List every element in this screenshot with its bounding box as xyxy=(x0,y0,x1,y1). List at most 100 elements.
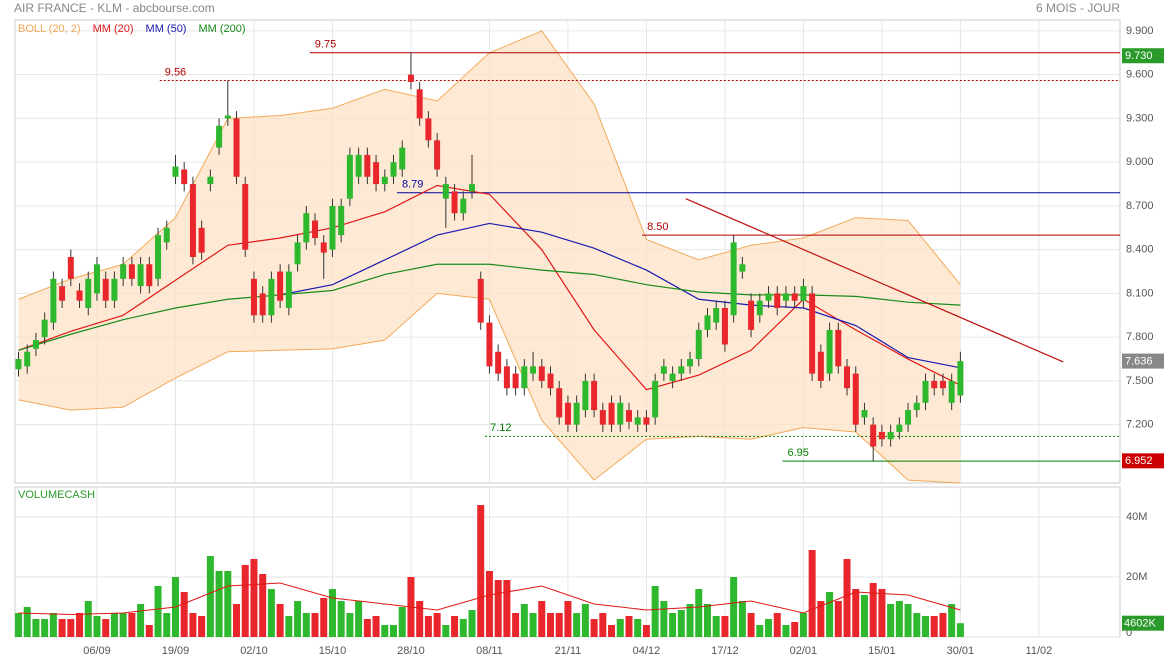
volume-bar xyxy=(442,625,450,637)
candle-body xyxy=(556,388,563,418)
candle-body xyxy=(617,402,624,425)
x-tick-label: 02/01 xyxy=(790,645,818,657)
volume-bar xyxy=(747,613,755,637)
volume-bar xyxy=(424,616,432,637)
volume-bar xyxy=(546,613,554,637)
volume-title: VOLUMECASH xyxy=(18,489,95,501)
candle-body xyxy=(870,424,877,447)
volume-bar xyxy=(433,613,441,637)
candle-body xyxy=(338,205,345,236)
candle-body xyxy=(826,329,833,374)
candle-body xyxy=(416,89,423,119)
x-tick-label: 28/10 xyxy=(397,645,425,657)
volume-bar xyxy=(485,571,493,637)
candle-body xyxy=(599,410,606,425)
x-tick-label: 11/02 xyxy=(1026,645,1053,657)
volume-bar xyxy=(32,619,40,637)
volume-bar xyxy=(23,607,31,637)
volume-bar xyxy=(154,586,162,637)
volume-bar xyxy=(311,613,319,637)
candle-body xyxy=(120,264,127,279)
x-tick-label: 15/01 xyxy=(868,645,896,657)
candle-body xyxy=(765,293,772,301)
volume-bar xyxy=(956,623,964,637)
volume-bar xyxy=(512,613,520,637)
x-tick-label: 17/12 xyxy=(711,645,739,657)
x-tick-label: 04/12 xyxy=(633,645,661,657)
candle-body xyxy=(93,264,100,294)
volume-bar xyxy=(328,589,336,637)
candle-body xyxy=(59,286,66,301)
volume-bar xyxy=(294,601,302,637)
volume-bar xyxy=(703,604,711,637)
candle-body xyxy=(878,431,885,440)
volume-bar xyxy=(259,574,267,637)
legend-entry: MM (50) xyxy=(146,23,187,35)
candle-body xyxy=(469,184,476,192)
volume-bar xyxy=(904,604,912,637)
volume-badge xyxy=(1122,615,1164,631)
candle-body xyxy=(625,410,632,422)
candle-body xyxy=(547,373,554,389)
candle-body xyxy=(774,293,781,309)
volume-bar xyxy=(730,577,738,637)
candle-body xyxy=(678,366,685,374)
volume-bar xyxy=(538,601,546,637)
volume-bar xyxy=(782,625,790,637)
y-tick-label: 8.100 xyxy=(1126,287,1154,299)
candle-body xyxy=(24,351,31,367)
volume-bar xyxy=(616,619,624,637)
volume-bar xyxy=(669,613,677,637)
candle-body xyxy=(948,380,955,403)
candle-body xyxy=(512,373,519,389)
volume-bar xyxy=(843,559,851,637)
candle-body xyxy=(381,176,388,185)
volume-bar xyxy=(119,613,127,637)
bollinger-fill xyxy=(18,30,961,483)
x-tick-label: 19/09 xyxy=(162,645,190,657)
legend-entry: BOLL (20, 2) xyxy=(18,23,81,35)
volume-bar xyxy=(756,625,764,637)
candle-body xyxy=(242,184,249,250)
level-label: 6.95 xyxy=(787,447,808,459)
candle-body xyxy=(852,373,859,425)
candle-body xyxy=(660,366,667,374)
candle-body xyxy=(32,340,39,349)
volume-bar xyxy=(590,619,598,637)
candle-body xyxy=(913,402,920,411)
candle-body xyxy=(739,264,746,272)
x-tick-label: 06/09 xyxy=(83,645,111,657)
candle-body xyxy=(939,380,946,389)
volume-bar xyxy=(189,613,197,637)
candle-body xyxy=(695,329,702,360)
volume-bar xyxy=(503,580,511,637)
candle-body xyxy=(538,366,545,381)
candle-body xyxy=(102,278,109,301)
candle-body xyxy=(713,308,720,323)
candle-body xyxy=(407,74,414,82)
volume-bar xyxy=(642,625,650,637)
volume-bar xyxy=(128,613,136,637)
level-label: 9.56 xyxy=(165,66,186,78)
candle-body xyxy=(233,118,240,177)
x-tick-label: 02/10 xyxy=(240,645,268,657)
price-badge-label: 9.730 xyxy=(1125,50,1153,62)
candle-body xyxy=(373,162,380,185)
candle-body xyxy=(155,235,162,279)
volume-bar xyxy=(651,586,659,637)
volume-bar xyxy=(180,592,188,637)
volume-bar xyxy=(416,601,424,637)
volume-bar xyxy=(869,583,877,637)
volume-bar xyxy=(346,613,354,637)
volume-bar xyxy=(573,613,581,637)
candle-body xyxy=(844,366,851,389)
volume-bar xyxy=(451,616,459,637)
volume-bar xyxy=(102,619,110,637)
candle-body xyxy=(896,424,903,432)
volume-bar xyxy=(233,604,241,637)
candle-body xyxy=(634,417,641,425)
candle-body xyxy=(76,290,83,301)
volume-bar xyxy=(852,589,860,637)
price-badge xyxy=(1122,48,1164,64)
